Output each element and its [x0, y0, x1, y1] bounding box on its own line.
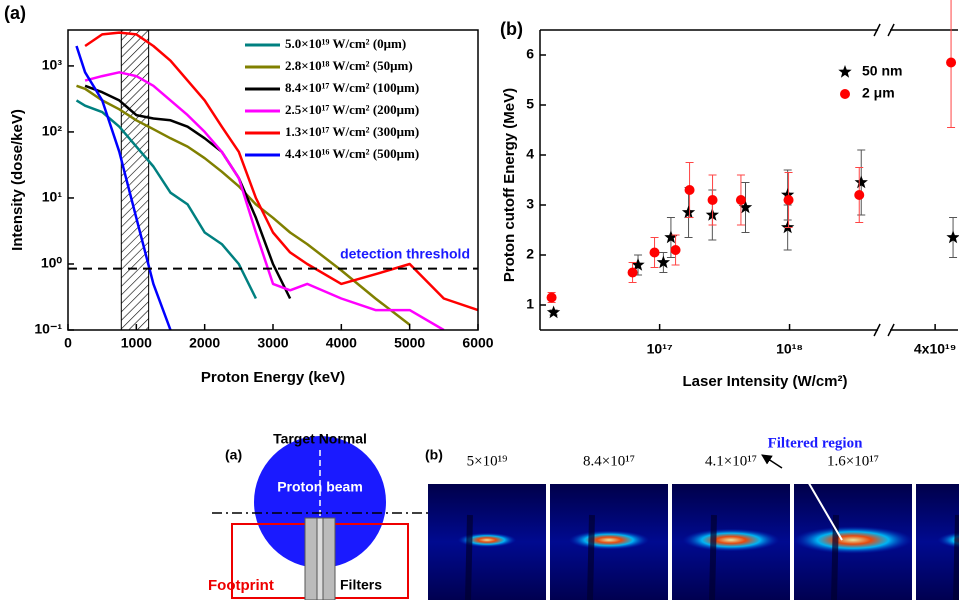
circle-marker: [707, 195, 718, 205]
star-marker: [664, 230, 678, 244]
intensity-label: 8.4×10¹⁷: [583, 453, 635, 469]
y-tick-label: 1: [526, 296, 534, 312]
axis-break: [887, 23, 895, 37]
y-axis-title: Intensity (dose/keV): [9, 109, 26, 251]
annotation-arrow: [761, 454, 783, 469]
legend-label: 50 nm: [862, 63, 902, 79]
star-marker: [781, 188, 795, 201]
intensity-label: 4.1×10¹⁷: [705, 453, 757, 469]
intensity-label: 1.6×10¹⁷: [827, 453, 879, 469]
x-tick-label: 1000: [121, 335, 152, 351]
footprint-label: Footprint: [208, 577, 274, 594]
legend-label: 4.4×10¹⁶ W/cm² (500μm): [285, 146, 419, 161]
star-marker: [656, 255, 670, 269]
x-tick-label: 2000: [189, 335, 220, 351]
filter-shadow: [465, 514, 473, 600]
legend-label: 8.4×10¹⁷ W/cm² (100μm): [285, 80, 419, 95]
circle-marker: [649, 247, 660, 258]
x-tick-label: 4x10¹⁹: [914, 341, 956, 357]
series-line: [76, 84, 411, 326]
x-tick-label: 5000: [394, 335, 425, 351]
circle-marker: [854, 190, 865, 200]
x-axis-title: Proton Energy (keV): [201, 369, 345, 386]
y-tick-label: 3: [526, 196, 534, 212]
filtered-region-label: Filtered region: [768, 435, 863, 451]
beam-diagram: (a) Target Normal Proton beam Footprint …: [208, 431, 432, 600]
circle-marker: [627, 267, 638, 278]
panel-label: (b): [500, 19, 523, 39]
y-axis-title: Proton cutoff Energy (MeV): [501, 88, 518, 282]
circle-marker: [735, 195, 746, 205]
beam-glow: [937, 531, 959, 549]
y-tick-label: 10¹: [42, 189, 63, 205]
beam-label: Proton beam: [277, 479, 363, 495]
axis-break: [887, 323, 895, 337]
circle-marker: [684, 185, 695, 195]
filter: [322, 517, 336, 600]
legend-label: 5.0×10¹⁹ W/cm² (0μm): [285, 36, 406, 51]
filter-shadow: [709, 514, 717, 600]
y-tick-label: 4: [526, 146, 534, 162]
series-line: [84, 84, 292, 300]
star-marker: [946, 230, 959, 244]
intensity-label: 5×10¹⁹: [467, 453, 508, 469]
panel-label: (a): [225, 447, 242, 463]
axis-break: [873, 323, 881, 337]
filter: [316, 517, 324, 600]
filter: [304, 517, 318, 600]
filters-label: Filters: [340, 577, 382, 593]
y-tick-label: 10²: [42, 123, 63, 139]
x-tick-label: 4000: [326, 335, 357, 351]
star-marker: [631, 258, 645, 271]
x-tick-label: 10¹⁸: [776, 341, 803, 357]
y-tick-label: 6: [526, 46, 534, 62]
legend-label: 2 μm: [862, 85, 895, 101]
series-line: [84, 71, 445, 330]
axis-break: [873, 23, 881, 37]
circle-marker: [670, 245, 681, 255]
y-tick-label: 10⁰: [41, 255, 63, 271]
star-marker: [781, 220, 795, 234]
image-strip: (b) Filtered region 5×10¹⁹ 8.4×10¹⁷ 4.1×10…: [425, 435, 959, 600]
y-tick-label: 2: [526, 246, 534, 262]
y-tick-label: 10³: [42, 57, 63, 73]
y-tick-label: 5: [526, 96, 534, 112]
legend-label: 1.3×10¹⁷ W/cm² (300μm): [285, 124, 419, 139]
series-line: [75, 45, 172, 330]
circle-marker: [946, 57, 957, 68]
legend-label: 2.8×10¹⁸ W/cm² (50μm): [285, 58, 413, 73]
y-tick-label: 10⁻¹: [34, 321, 62, 337]
plot-lines: [75, 31, 478, 330]
series-line: [75, 99, 258, 300]
threshold-label: detection threshold: [340, 245, 470, 261]
x-tick-label: 0: [64, 335, 72, 351]
filter-shadow: [953, 514, 959, 600]
star-marker: [738, 200, 753, 214]
target-normal-label: Target Normal: [273, 431, 367, 447]
circle-marker: [783, 195, 794, 205]
circle-marker: [840, 89, 850, 99]
x-tick-label: 10¹⁷: [647, 341, 673, 357]
star-marker: [838, 65, 852, 78]
panel-label: (a): [4, 3, 26, 23]
x-tick-label: 6000: [462, 335, 493, 351]
panel-label: (b): [425, 447, 443, 463]
x-axis-title: Laser Intensity (W/cm²): [682, 373, 847, 390]
beam-glow: [682, 528, 780, 552]
star-marker: [681, 205, 696, 219]
x-tick-label: 3000: [257, 335, 288, 351]
star-marker: [854, 175, 868, 189]
circle-marker: [546, 292, 557, 303]
annotation-pointer: [799, 467, 843, 541]
beam-glow: [568, 530, 650, 550]
star-marker: [546, 305, 561, 319]
legend-label: 2.5×10¹⁷ W/cm² (200μm): [285, 102, 419, 117]
filter-shadow: [587, 514, 595, 600]
beam-glow: [793, 526, 913, 554]
series-line: [84, 31, 478, 312]
